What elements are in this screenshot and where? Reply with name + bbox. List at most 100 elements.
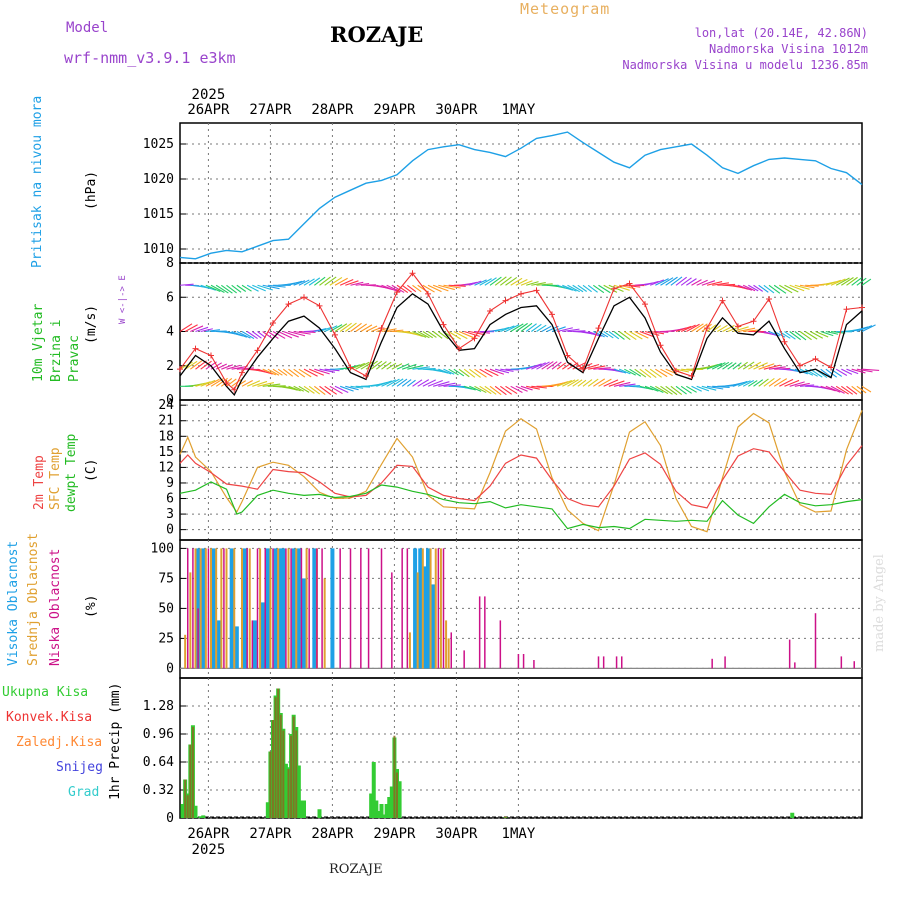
wind-arrow <box>675 325 692 333</box>
wind-arrow <box>856 277 867 286</box>
precip-total-bar <box>317 809 322 818</box>
wind-arrow <box>500 325 515 333</box>
wind-arrow <box>520 322 533 332</box>
wind-arrow <box>314 368 330 375</box>
wind-arrow <box>257 331 266 339</box>
wind-arrow <box>768 366 786 370</box>
wind-arrow <box>376 361 387 370</box>
wind-gust-line <box>179 272 863 391</box>
mid-cloud-bar <box>269 548 272 669</box>
pressure-ytick-label: 1015 <box>143 207 174 222</box>
model-elevation-text: Nadmorska Visina u modelu 1236.85m <box>622 58 868 72</box>
wind-arrow <box>267 331 279 339</box>
wind-speed-line <box>179 292 863 397</box>
wind-arrow <box>262 368 277 376</box>
wind-arrow <box>407 284 417 293</box>
wind-arrow <box>520 385 533 391</box>
wind-arrow <box>722 361 733 370</box>
wind-arrow <box>784 331 796 340</box>
wind-arrow <box>562 328 580 333</box>
wind-arrow <box>334 385 349 393</box>
low-cloud-bar <box>192 548 194 669</box>
cloud-ytick-label: 0 <box>166 661 174 676</box>
wind-arrow <box>763 330 777 336</box>
wind-arrow <box>737 380 751 387</box>
wind-arrow <box>277 368 288 376</box>
wind-gust-marker <box>347 364 354 371</box>
precip-total-bar <box>193 805 198 818</box>
wind-arrow <box>267 368 280 376</box>
wind-arrow <box>711 362 726 370</box>
precip-conv-bar <box>186 795 189 818</box>
wind-arrow <box>655 385 669 395</box>
wind-arrow <box>288 368 300 378</box>
wind-arrow <box>381 284 397 292</box>
mid-cloud-bar <box>429 548 432 669</box>
wind-ytick-label: 2 <box>166 359 174 374</box>
low-cloud-bar <box>380 548 383 669</box>
wind-gust-marker <box>456 345 462 352</box>
sfc-temp-line <box>179 410 863 533</box>
station-title: ROZAJE <box>330 22 424 47</box>
wind-arrow <box>556 379 572 387</box>
wind-arrow <box>505 385 518 395</box>
wind-arrow <box>489 385 502 396</box>
wind-arrow <box>675 368 690 373</box>
wind-arrow <box>479 278 492 286</box>
wind-arrow <box>469 385 482 392</box>
wind-arrow <box>376 380 393 387</box>
wind-arrow <box>443 284 461 289</box>
wind-arrow <box>422 284 435 293</box>
low-cloud-bar <box>406 548 409 669</box>
wind-arrow <box>195 326 209 333</box>
wind-arrow <box>696 385 710 392</box>
mid-cloud-bar <box>259 548 262 669</box>
wind-arrow <box>288 330 306 337</box>
wind-arrow <box>179 283 194 286</box>
wind-arrow <box>510 277 523 286</box>
wind-arrow <box>329 276 343 286</box>
wind-arrow <box>732 362 742 370</box>
high-cloud-bar <box>281 548 286 669</box>
wind-arrow <box>401 363 417 370</box>
wind-arrow <box>655 368 668 378</box>
wind-ytick-label: 8 <box>166 256 174 271</box>
wind-arrow <box>717 324 728 332</box>
wind-arrow <box>768 330 780 337</box>
wind-arrow <box>319 276 331 286</box>
wind-arrow <box>830 385 845 394</box>
wind-arrow <box>644 280 659 286</box>
precip-total-bar <box>382 814 387 818</box>
low-cloud-bar <box>300 548 303 669</box>
mid-cloud-bar <box>447 638 450 669</box>
high-cloud-bar <box>413 548 418 669</box>
high-cloud-bar <box>423 566 428 669</box>
wind-arrow <box>252 331 262 339</box>
wind-arrow <box>463 385 476 391</box>
wind-arrow <box>432 284 449 292</box>
low-cloud-bar <box>401 548 403 669</box>
wind-gust-marker <box>843 306 850 313</box>
top-day-label: 28APR <box>311 102 354 118</box>
wind-arrow <box>412 284 422 293</box>
wind-arrow <box>773 284 787 294</box>
mid-cloud-bar <box>189 572 192 669</box>
wind-gust-marker <box>611 285 617 292</box>
low-cloud-bar <box>316 548 318 669</box>
wind-gust-marker <box>177 366 183 373</box>
precip-total-bar <box>376 811 381 818</box>
wind-gust-marker <box>471 335 478 342</box>
wind-arrow <box>324 325 338 333</box>
wind-arrow <box>427 380 443 387</box>
wind-arrow <box>629 331 643 340</box>
wind-arrow <box>541 325 552 332</box>
precip-ytick-label: 0 <box>166 811 174 826</box>
cloud-ytick-label: 100 <box>151 541 174 556</box>
mid-cloud-bar <box>434 548 437 669</box>
wind-arrow <box>841 385 854 395</box>
wind-gust-marker <box>642 301 648 308</box>
low-cloud-bar <box>711 658 713 669</box>
wind-arrow <box>649 385 664 394</box>
wind-arrow <box>293 385 305 392</box>
wind-arrow <box>293 368 306 378</box>
